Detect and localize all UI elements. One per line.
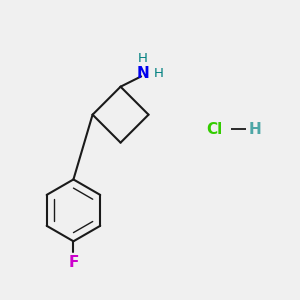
Text: H: H (248, 122, 261, 137)
Text: H: H (154, 67, 164, 80)
Text: F: F (68, 254, 79, 269)
Text: N: N (136, 66, 149, 81)
Text: Cl: Cl (207, 122, 223, 137)
Text: H: H (138, 52, 148, 64)
